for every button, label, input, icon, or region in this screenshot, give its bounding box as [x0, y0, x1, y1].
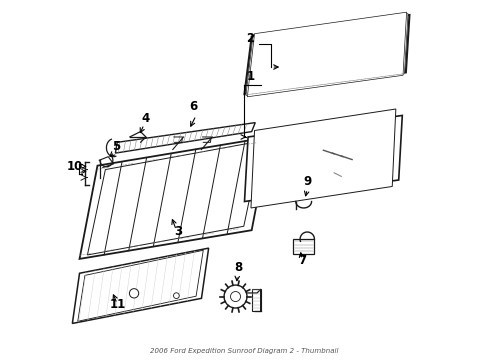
Text: 9: 9 [303, 175, 311, 188]
Polygon shape [80, 137, 269, 259]
Circle shape [173, 293, 179, 298]
Text: 5: 5 [112, 140, 120, 153]
Bar [292, 239, 314, 253]
Text: 2006 Ford Expedition Sunroof Diagram 2 - Thumbnail: 2006 Ford Expedition Sunroof Diagram 2 -… [150, 348, 338, 354]
Text: 4: 4 [141, 112, 149, 125]
Polygon shape [250, 109, 395, 208]
Polygon shape [247, 12, 406, 97]
Text: 7: 7 [298, 254, 306, 267]
Circle shape [129, 289, 139, 298]
Polygon shape [244, 116, 402, 202]
Text: 10: 10 [67, 160, 83, 173]
Text: 1: 1 [246, 69, 254, 82]
Polygon shape [245, 14, 407, 95]
Text: 6: 6 [189, 100, 197, 113]
Polygon shape [244, 15, 408, 94]
Text: 11: 11 [110, 298, 126, 311]
Polygon shape [115, 123, 255, 153]
Polygon shape [72, 248, 208, 323]
Text: 2: 2 [245, 32, 253, 45]
Circle shape [230, 292, 240, 302]
Polygon shape [78, 250, 203, 321]
Bar [251, 289, 260, 311]
Text: 8: 8 [233, 261, 242, 274]
Polygon shape [87, 141, 261, 255]
Text: 3: 3 [174, 225, 182, 238]
Circle shape [224, 285, 246, 308]
